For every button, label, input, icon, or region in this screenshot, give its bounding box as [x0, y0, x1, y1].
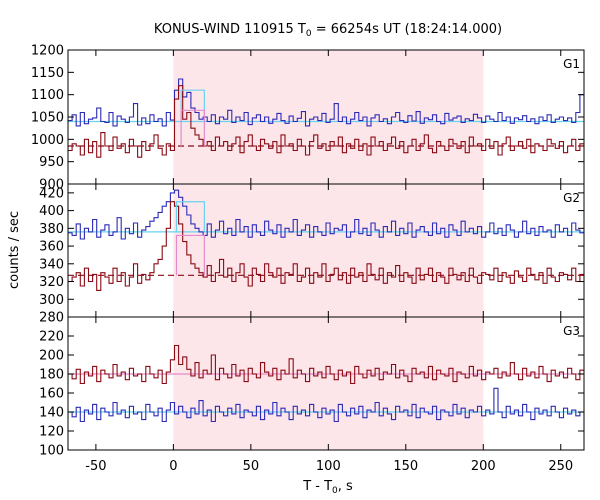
y-tick-label: 1100: [31, 88, 64, 103]
x-tick-label: 100: [316, 459, 341, 474]
y-tick-label: 1050: [31, 111, 64, 126]
y-tick-label: 900: [39, 178, 64, 193]
y-tick-label: 400: [39, 204, 64, 219]
red-count-rate-series: [68, 201, 584, 291]
panel-label: G1: [563, 57, 580, 71]
y-tick-label: 340: [39, 257, 64, 272]
x-tick-label: 200: [471, 459, 496, 474]
x-tick-label: 150: [393, 459, 418, 474]
y-tick-label: 380: [39, 222, 64, 237]
panel-label: G3: [563, 324, 580, 338]
panels-group: 90095010001050110011501200G1280300320340…: [31, 44, 585, 474]
y-tick-label: 180: [39, 368, 64, 383]
panel-g2: 280 300 320 340 360 380 400 420 G2: [39, 183, 585, 326]
y-axis-title: counts / sec: [7, 211, 22, 289]
red-peak-fit: [180, 109, 205, 147]
y-tick-label: 220: [39, 330, 64, 345]
blue-count-rate-series: [68, 78, 584, 127]
red-peak-fit: [175, 234, 205, 276]
y-tick-label: 420: [39, 186, 64, 201]
y-tick-label: 950: [39, 155, 64, 170]
highlight-interval: [173, 50, 484, 184]
y-tick-label: 1150: [31, 66, 64, 81]
x-tick-label: 50: [243, 459, 260, 474]
y-tick-label: 160: [39, 387, 64, 402]
panel-g1: 900 950 1000 1050 1100 1150 1200 G1: [31, 44, 585, 193]
y-tick-label: 1000: [31, 133, 64, 148]
highlight-interval: [173, 184, 484, 317]
y-tick-label: 100: [39, 444, 64, 459]
x-tick-label: 250: [548, 459, 573, 474]
red-count-rate-series: [68, 344, 584, 385]
panel-label: G2: [563, 191, 580, 205]
blue-peak-fit: [180, 89, 205, 122]
red-count-rate-series: [68, 85, 584, 158]
x-axis-title: T - T0, s: [302, 479, 353, 496]
panel-g3: 100 120 140 160 180 200 220 G3: [39, 316, 585, 459]
x-tick-label: 0: [169, 459, 177, 474]
y-tick-label: 1200: [31, 44, 64, 59]
y-tick-label: 280: [39, 311, 64, 326]
y-tick-label: 140: [39, 406, 64, 421]
y-tick-label: 300: [39, 293, 64, 308]
chart-title: KONUS-WIND 110915 T0 = 66254s UT (18:24:…: [154, 22, 502, 39]
panel-frame: [67, 316, 585, 451]
x-tick-label: -50: [85, 459, 106, 474]
y-tick-label: 320: [39, 275, 64, 290]
blue-count-rate-series: [68, 189, 584, 240]
blue-peak-fit: [175, 201, 205, 232]
y-tick-label: 200: [39, 349, 64, 364]
highlight-interval: [173, 317, 484, 450]
blue-count-rate-series: [68, 387, 584, 423]
y-tick-label: 360: [39, 240, 64, 255]
y-tick-label: 120: [39, 425, 64, 440]
